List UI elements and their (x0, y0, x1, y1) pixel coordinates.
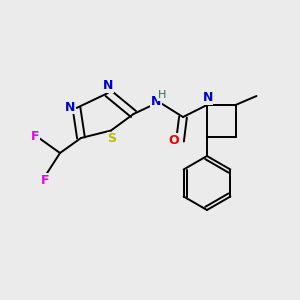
Text: F: F (41, 174, 49, 187)
Text: N: N (65, 100, 75, 114)
Text: S: S (107, 132, 116, 146)
Text: N: N (202, 91, 213, 104)
Text: F: F (31, 130, 40, 143)
Text: O: O (168, 134, 179, 147)
Text: N: N (103, 79, 113, 92)
Text: N: N (151, 94, 161, 108)
Text: H: H (158, 90, 166, 100)
